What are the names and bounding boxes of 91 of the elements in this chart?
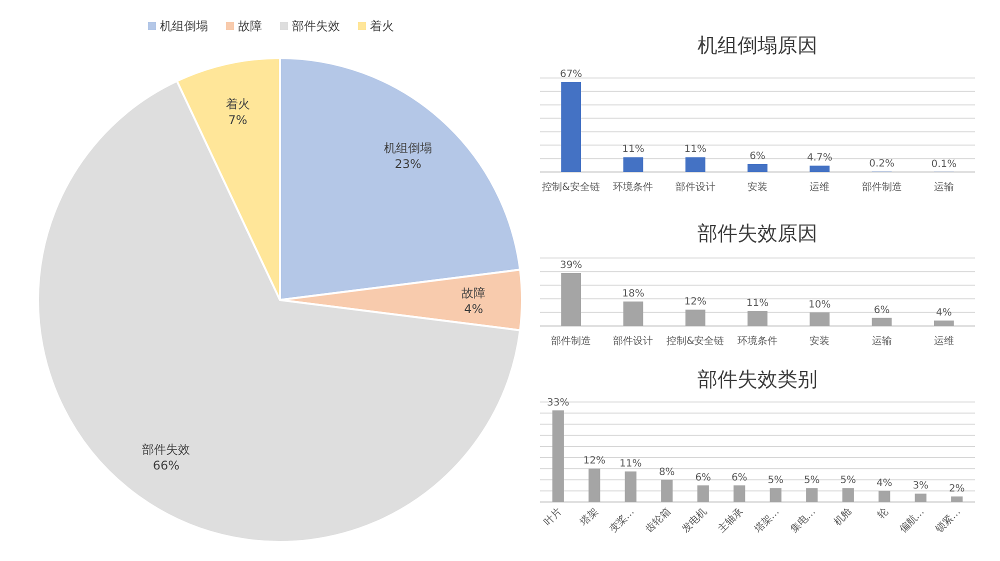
data-label: 5% [840, 475, 856, 486]
bar [734, 485, 746, 502]
x-tick-label: 轮 [874, 506, 890, 522]
x-tick-label: 环境条件 [738, 335, 778, 347]
data-label: 8% [658, 466, 675, 478]
bar [552, 410, 564, 502]
x-tick-label: 锁紧… [932, 506, 963, 536]
bar [810, 166, 830, 172]
data-label: 3% [912, 480, 929, 492]
slice-label: 故障 [462, 286, 486, 300]
bar [561, 272, 582, 326]
data-label: 67% [560, 69, 582, 80]
data-label: 12% [583, 456, 606, 467]
data-label: 18% [622, 288, 644, 300]
x-tick-label: 运输 [872, 335, 892, 347]
data-label: 12% [684, 296, 706, 308]
x-tick-label: 机舱 [832, 506, 854, 528]
bar [623, 157, 644, 172]
data-label: 11% [620, 458, 642, 470]
slice-label: 部件失效 [142, 442, 190, 457]
x-tick-label: 控制&安全链 [542, 181, 600, 193]
bar [748, 164, 768, 172]
data-label: 5% [768, 475, 784, 486]
x-tick-label: 运维 [934, 335, 954, 347]
chart-title: 部件失效类别 [698, 367, 818, 391]
bar [685, 157, 706, 172]
data-label: 6% [750, 150, 766, 162]
data-label: 4.7% [806, 152, 832, 164]
data-label: 4% [876, 478, 892, 489]
data-label: 4% [936, 308, 952, 319]
data-label: 66% [152, 458, 180, 473]
x-tick-label: 控制&安全链 [666, 335, 724, 347]
data-label: 6% [695, 472, 712, 484]
chart-title: 部件失效原因 [698, 221, 818, 245]
slice-label: 着火 [226, 97, 250, 112]
bar [624, 471, 636, 502]
x-tick-label: 偏航… [897, 506, 927, 536]
bar [872, 318, 892, 326]
x-tick-label: 叶片 [542, 506, 564, 528]
bar [661, 480, 673, 502]
data-label: 4% [464, 302, 484, 316]
slice-label: 机组倒塌 [384, 140, 432, 155]
legend-label: 着火 [370, 19, 394, 33]
bar [748, 311, 768, 326]
x-tick-label: 运维 [810, 181, 830, 193]
x-tick-label: 环境条件 [613, 181, 654, 193]
x-tick-label: 安装 [748, 181, 768, 193]
bar [914, 494, 926, 502]
data-label: 6% [731, 472, 748, 484]
bar [697, 485, 709, 502]
bar [806, 488, 818, 502]
bar [685, 310, 706, 326]
x-tick-label: 运输 [934, 181, 954, 193]
chart-title: 机组倒塌原因 [698, 33, 818, 57]
x-tick-label: 塔架… [751, 506, 782, 536]
bar [951, 496, 963, 502]
bar [770, 488, 782, 502]
bar [561, 82, 582, 172]
bar [810, 312, 830, 326]
data-label: 39% [560, 260, 582, 271]
x-tick-label: 塔架 [577, 506, 600, 529]
x-tick-label: 安装 [810, 335, 830, 347]
data-label: 11% [622, 144, 644, 156]
data-label: 33% [547, 397, 570, 408]
data-label: 23% [394, 156, 422, 171]
data-label: 0.1% [931, 158, 957, 170]
bar [588, 468, 600, 502]
bar [878, 490, 890, 502]
legend-label: 机组倒塌 [160, 19, 208, 33]
data-label: 6% [874, 304, 890, 316]
bar [842, 488, 854, 502]
data-label: 5% [804, 475, 820, 486]
legend-label: 部件失效 [292, 19, 340, 33]
x-tick-label: 部件设计 [675, 181, 716, 193]
data-label: 11% [684, 144, 706, 156]
bar [934, 320, 954, 326]
x-tick-label: 部件制造 [862, 181, 902, 193]
x-tick-label: 集电… [788, 506, 818, 536]
data-label: 11% [746, 298, 769, 310]
legend-label: 故障 [238, 19, 262, 33]
x-tick-label: 变桨… [607, 506, 637, 536]
x-tick-label: 发电机 [680, 506, 710, 536]
data-label: 10% [808, 299, 831, 310]
x-tick-label: 部件制造 [551, 335, 592, 347]
data-label: 0.2% [869, 158, 894, 170]
bar [623, 302, 644, 326]
data-label: 2% [948, 483, 965, 494]
data-label: 7% [228, 113, 248, 128]
x-tick-label: 齿轮箱 [643, 506, 673, 536]
x-tick-label: 部件设计 [613, 335, 654, 347]
x-tick-label: 主轴承 [716, 506, 746, 536]
